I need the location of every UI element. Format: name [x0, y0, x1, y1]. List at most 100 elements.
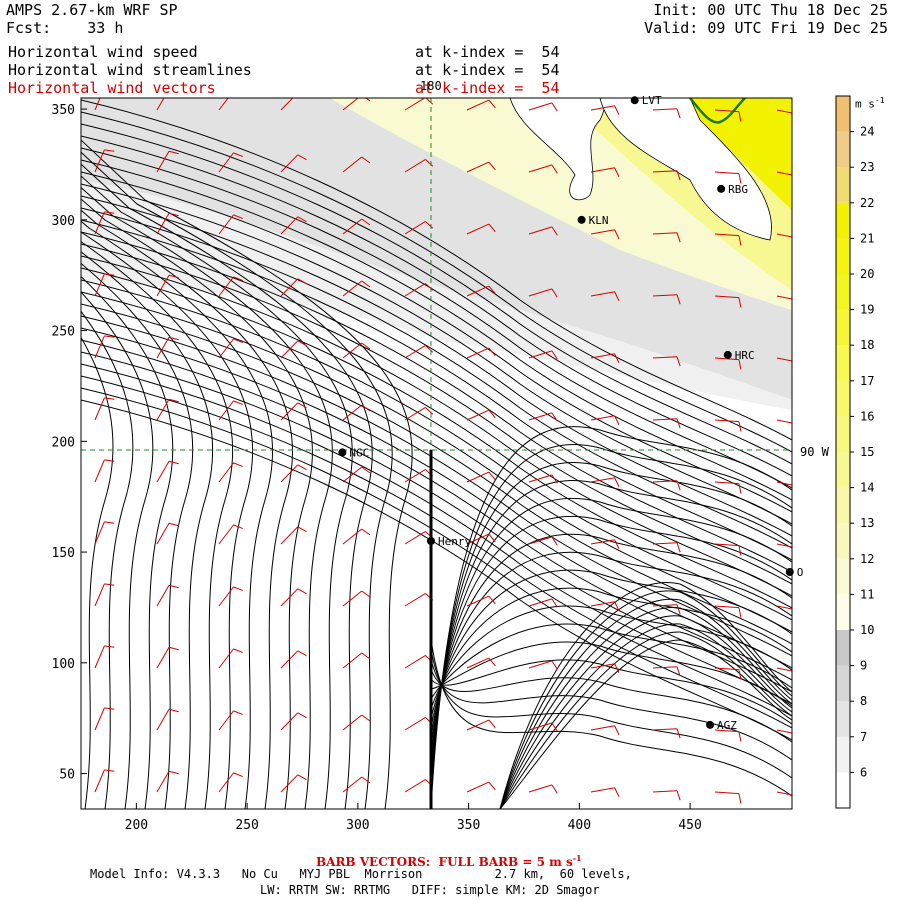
wind-barb	[94, 211, 105, 235]
colorbar-label: 21	[860, 231, 874, 245]
wind-barb-flag	[614, 229, 620, 239]
wind-barb	[714, 481, 739, 485]
wind-barb-flag	[614, 105, 620, 115]
colorbar-label: 9	[860, 659, 867, 673]
streamline	[81, 135, 792, 477]
wind-barb-flag	[104, 769, 115, 772]
wind-barb	[94, 397, 105, 421]
station-marker	[426, 536, 435, 545]
y-tick-label: 250	[52, 325, 75, 340]
wind-barb	[652, 170, 677, 173]
wind-barb-flag	[614, 167, 620, 177]
wind-barb	[528, 474, 553, 483]
wind-barb-flag	[361, 218, 371, 226]
wind-barb	[218, 338, 234, 359]
streamline	[430, 668, 792, 743]
wind-barb	[156, 150, 170, 173]
wind-barb	[342, 466, 363, 483]
wind-barb	[466, 595, 490, 607]
wind-barb	[590, 601, 615, 607]
wind-barb	[466, 533, 490, 545]
wind-barb	[466, 719, 490, 731]
wind-barb	[280, 340, 299, 359]
wind-barb-flag	[488, 223, 496, 233]
streamline	[81, 231, 253, 809]
wind-barb-flag	[233, 462, 243, 468]
wind-barb	[590, 663, 615, 669]
wind-barb-flag	[738, 483, 742, 494]
station-label: HRC	[735, 349, 755, 362]
streamline	[430, 638, 792, 797]
colorbar-swatch	[836, 345, 850, 381]
colorbar-swatch	[836, 309, 850, 346]
wind-barb-flag	[297, 526, 307, 533]
wind-barb-flag	[738, 173, 742, 184]
wind-barb	[342, 776, 363, 793]
colorbar-swatch	[836, 594, 850, 630]
wind-barb-flag	[297, 278, 307, 285]
wind-barb-flag	[233, 276, 243, 282]
wind-barb	[776, 233, 792, 238]
colorbar-swatch	[836, 701, 850, 737]
x-tick-label: 350	[457, 818, 480, 833]
wind-barb	[776, 171, 792, 176]
wind-barb	[652, 728, 677, 731]
streamline	[81, 327, 792, 669]
wind-barb-flag	[738, 731, 742, 742]
y-tick-label: 100	[52, 657, 75, 672]
init-time: Init: 00 UTC Thu 18 Dec 25	[653, 1, 888, 19]
streamline	[499, 623, 792, 809]
y-tick-label: 350	[52, 103, 75, 118]
wind-barb-flag	[297, 216, 307, 223]
streamline	[499, 631, 792, 809]
colorbar-swatch	[836, 202, 850, 239]
wind-barb	[528, 412, 553, 421]
colorbar: 6 7 8 9 10 11 12 13 14 15 16 17 18 19 20 21 22 23 24	[835, 95, 874, 809]
coastline-green	[689, 98, 746, 124]
wind-barb-flag	[104, 645, 115, 648]
wind-speed-band-light	[81, 180, 792, 410]
wind-barb-flag	[233, 152, 243, 158]
wind-barb	[528, 164, 553, 173]
y-tick-label: 200	[52, 435, 75, 450]
wind-barb	[528, 226, 553, 235]
x-tick-label: 450	[678, 818, 701, 833]
wind-barb	[404, 98, 426, 111]
streamline	[81, 275, 174, 809]
x-tick-label: 300	[346, 818, 369, 833]
wind-barb	[94, 149, 105, 173]
wind-barb	[776, 109, 792, 114]
wind-barb	[714, 171, 739, 175]
wind-barb	[156, 584, 170, 607]
valid-time: Valid: 09 UTC Fri 19 Dec 25	[644, 19, 888, 37]
wind-barb-flag	[676, 604, 681, 615]
wind-barb-flag	[365, 98, 371, 102]
streamline	[430, 659, 792, 725]
wind-barb-flag	[361, 776, 371, 784]
wind-barb	[714, 791, 739, 795]
streamline	[499, 590, 792, 809]
wind-barb	[652, 604, 677, 607]
wind-barb	[528, 536, 553, 545]
wind-barb-flag	[551, 350, 558, 360]
wind-barb-flag	[168, 522, 179, 527]
wind-barb	[776, 357, 792, 362]
wind-barb	[94, 769, 105, 793]
wind-barb-flag	[306, 98, 307, 99]
field-name-streamlines: Horizontal wind streamlines	[8, 61, 252, 79]
wind-barb-flag	[551, 536, 558, 546]
wind-barb	[404, 717, 426, 731]
wind-barb	[652, 108, 677, 111]
streamline	[499, 598, 792, 809]
wind-barb-flag	[614, 539, 620, 549]
wind-barb-flag	[551, 288, 558, 298]
colorbar-label: 13	[860, 516, 874, 530]
wind-barb-flag	[104, 583, 115, 586]
wind-barb	[156, 460, 170, 483]
streamline	[81, 231, 792, 573]
field-level-vectors: at k-index = 54	[415, 79, 560, 97]
wind-barb-flag	[488, 657, 496, 667]
y-tick-label: 150	[52, 546, 75, 561]
streamline	[430, 533, 792, 750]
wind-barb-flag	[738, 421, 742, 432]
